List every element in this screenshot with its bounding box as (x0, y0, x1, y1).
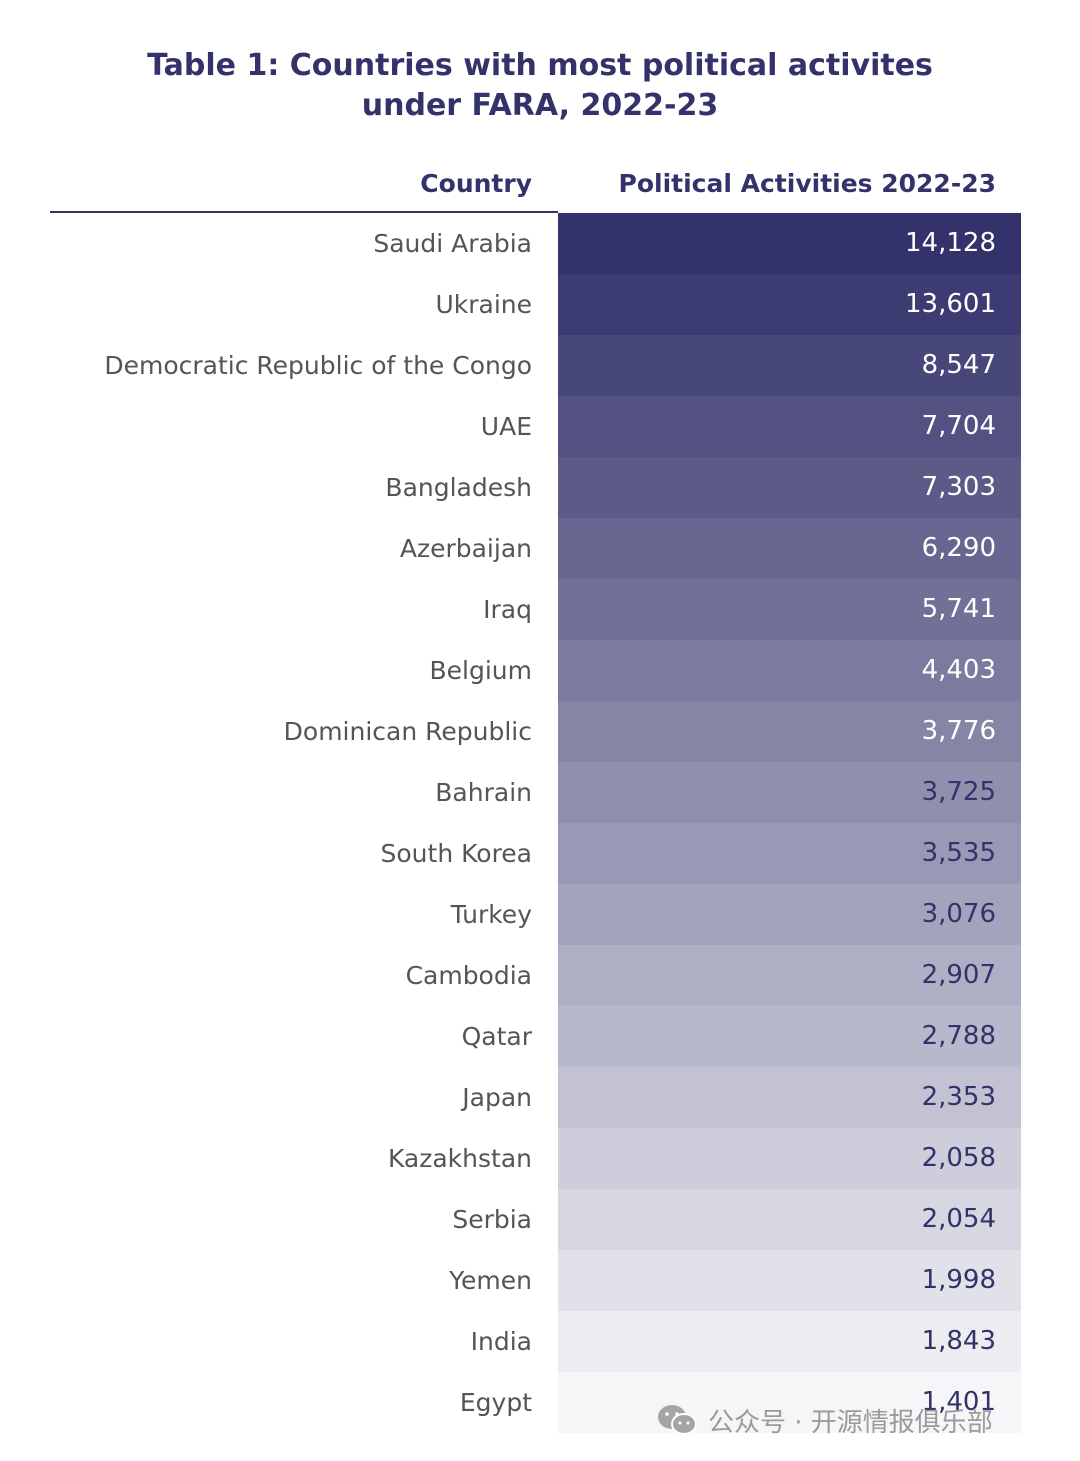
political-activities-value: 1,998 (921, 1265, 996, 1295)
value-cell: 1,843 (558, 1311, 1021, 1372)
watermark-text: 公众号 · 开源情报俱乐部 (708, 1407, 993, 1438)
table-row: Turkey 3,076 (0, 884, 1080, 945)
value-cell: 2,054 (558, 1189, 1021, 1250)
country-label: Democratic Republic of the Congo (104, 351, 532, 380)
political-activities-value: 4,403 (921, 655, 996, 685)
political-activities-value: 3,076 (921, 899, 996, 929)
political-activities-value: 8,547 (921, 350, 996, 380)
country-label: UAE (480, 412, 532, 441)
value-cell: 3,535 (558, 823, 1021, 884)
political-activities-value: 2,907 (921, 960, 996, 990)
value-cell: 2,058 (558, 1128, 1021, 1189)
political-activities-value: 2,058 (921, 1143, 996, 1173)
political-activities-value: 14,128 (905, 228, 996, 258)
value-cell: 3,776 (558, 701, 1021, 762)
value-cell: 4,403 (558, 640, 1021, 701)
table-row: Iraq 5,741 (0, 579, 1080, 640)
value-cell: 5,741 (558, 579, 1021, 640)
chart-title-line-1: Table 1: Countries with most political a… (147, 48, 933, 83)
value-cell: 1,998 (558, 1250, 1021, 1311)
table-row: Qatar 2,788 (0, 1006, 1080, 1067)
table-row: UAE 7,704 (0, 396, 1080, 457)
country-label: Turkey (450, 900, 532, 929)
table-row: Saudi Arabia 14,128 (0, 213, 1080, 274)
political-activities-value: 7,303 (921, 472, 996, 502)
table-row: Dominican Republic 3,776 (0, 701, 1080, 762)
political-activities-value: 6,290 (921, 533, 996, 563)
table-row: Bahrain 3,725 (0, 762, 1080, 823)
table-row: Yemen 1,998 (0, 1250, 1080, 1311)
political-activities-value: 5,741 (921, 594, 996, 624)
table-row: Egypt 1,401 (0, 1372, 1080, 1433)
table-row: Japan 2,353 (0, 1067, 1080, 1128)
political-activities-value: 7,704 (921, 411, 996, 441)
political-activities-value: 13,601 (905, 289, 996, 319)
wechat-icon (658, 1405, 697, 1435)
country-label: Japan (462, 1083, 532, 1112)
country-label: Kazakhstan (387, 1144, 532, 1173)
chart-title: Table 1: Countries with most political a… (0, 46, 1080, 126)
column-header-country: Country (420, 169, 532, 198)
country-label: Qatar (461, 1022, 532, 1051)
political-activities-value: 2,054 (921, 1204, 996, 1234)
country-label: Yemen (449, 1266, 532, 1295)
country-label: Azerbaijan (399, 534, 532, 563)
value-cell: 3,725 (558, 762, 1021, 823)
value-cell: 6,290 (558, 518, 1021, 579)
header-rule (50, 211, 558, 213)
table-row: Democratic Republic of the Congo 8,547 (0, 335, 1080, 396)
table-row: Cambodia 2,907 (0, 945, 1080, 1006)
value-cell: 2,353 (558, 1067, 1021, 1128)
table-row: Azerbaijan 6,290 (0, 518, 1080, 579)
political-activities-value: 3,535 (921, 838, 996, 868)
country-label: Saudi Arabia (373, 229, 532, 258)
country-label: Serbia (452, 1205, 532, 1234)
value-cell: 2,907 (558, 945, 1021, 1006)
table-row: Kazakhstan 2,058 (0, 1128, 1080, 1189)
table-row: India 1,843 (0, 1311, 1080, 1372)
country-label: South Korea (380, 839, 532, 868)
watermark: 公众号 · 开源情报俱乐部 (656, 1400, 993, 1440)
column-header-political-activities: Political Activities 2022-23 (618, 169, 996, 198)
chart-title-line-2: under FARA, 2022-23 (361, 88, 719, 123)
country-label: Bangladesh (385, 473, 532, 502)
table-row: Belgium 4,403 (0, 640, 1080, 701)
value-cell: 8,547 (558, 335, 1021, 396)
country-label: India (470, 1327, 532, 1356)
country-label: Ukraine (435, 290, 532, 319)
political-activities-value: 1,401 (921, 1387, 996, 1417)
political-activities-value: 3,725 (921, 777, 996, 807)
country-label: Cambodia (405, 961, 532, 990)
country-label: Egypt (459, 1388, 532, 1417)
table-row: South Korea 3,535 (0, 823, 1080, 884)
country-label: Bahrain (435, 778, 532, 807)
value-cell: 3,076 (558, 884, 1021, 945)
political-activities-value: 3,776 (921, 716, 996, 746)
country-label: Iraq (483, 595, 532, 624)
political-activities-value: 2,788 (921, 1021, 996, 1051)
table-row: Ukraine 13,601 (0, 274, 1080, 335)
value-cell: 13,601 (558, 274, 1021, 335)
political-activities-value: 2,353 (921, 1082, 996, 1112)
value-cell: 7,704 (558, 396, 1021, 457)
country-label: Belgium (429, 656, 533, 685)
value-cell: 7,303 (558, 457, 1021, 518)
value-cell: 14,128 (558, 213, 1021, 274)
country-label: Dominican Republic (283, 717, 532, 746)
value-cell: 1,401 (558, 1372, 1021, 1433)
value-cell: 2,788 (558, 1006, 1021, 1067)
table-row: Serbia 2,054 (0, 1189, 1080, 1250)
table-row: Bangladesh 7,303 (0, 457, 1080, 518)
political-activities-value: 1,843 (921, 1326, 996, 1356)
